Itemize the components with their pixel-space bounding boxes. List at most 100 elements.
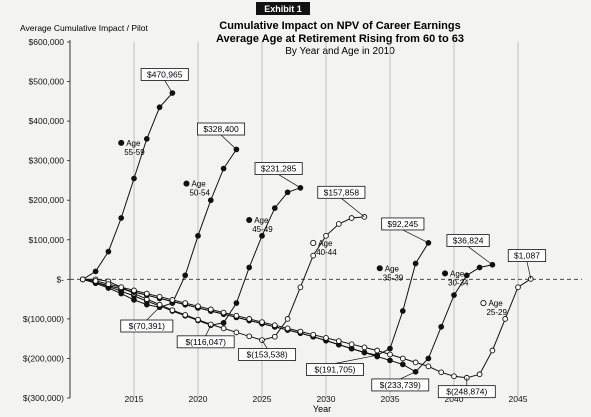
callout-leader: [278, 174, 301, 189]
data-point: [131, 175, 137, 182]
callout-box: [238, 348, 297, 361]
data-point: [143, 290, 150, 297]
y-tick-label: $(200,000): [23, 353, 64, 363]
data-point: [79, 276, 86, 283]
callout-label: $36,824: [453, 236, 484, 246]
data-point: [310, 252, 317, 259]
annotation-label-range: 50-54: [189, 189, 210, 198]
data-point: [220, 319, 227, 326]
chart-title-line2: Average Age at Retirement Rising from 60…: [216, 33, 464, 45]
data-point: [169, 307, 176, 314]
data-point: [271, 322, 278, 329]
data-point: [502, 316, 509, 322]
data-point: [182, 272, 189, 279]
data-point: [335, 221, 342, 227]
callout-label: $(70,391): [129, 321, 166, 331]
data-point: [207, 197, 214, 204]
data-point: [195, 316, 201, 323]
callout-leader: [164, 80, 173, 94]
callout-label: $(116,047): [185, 337, 226, 347]
annotation-marker: [310, 239, 317, 246]
data-point: [92, 278, 99, 284]
callout-label: $(248,874): [446, 387, 487, 397]
series-line-0: [82, 92, 173, 280]
callout-box: [197, 122, 246, 136]
callout-box: [317, 185, 366, 199]
x-tick-label: 2035: [381, 394, 400, 404]
data-point: [105, 248, 112, 255]
data-point: [361, 344, 368, 351]
x-tick-label: 2030: [317, 394, 336, 404]
callout-leader: [526, 261, 532, 279]
data-point: [387, 345, 393, 352]
data-point: [118, 284, 125, 291]
y-tick-label: $600,000: [29, 37, 65, 47]
series-layer: [79, 90, 534, 381]
data-point: [156, 301, 163, 308]
callout-leader: [205, 325, 212, 336]
data-point: [515, 284, 521, 291]
data-point: [412, 260, 419, 267]
callout-leader: [220, 134, 237, 150]
chart-title: Cumulative Impact on NPV of Career Earni…: [219, 20, 460, 32]
data-point: [92, 268, 99, 275]
callout-box: [371, 378, 430, 392]
data-point: [246, 316, 253, 322]
x-tick-label: 2025: [253, 394, 272, 404]
y-tick-label: $200,000: [29, 195, 65, 205]
annotation-marker: [480, 300, 487, 307]
data-point: [233, 312, 240, 319]
callout-leader: [400, 371, 416, 380]
annotation-marker: [441, 270, 449, 277]
data-point: [182, 312, 189, 318]
data-point: [220, 309, 227, 316]
data-point: [425, 355, 432, 362]
callout-leader: [334, 354, 378, 364]
exhibit-badge: [256, 2, 310, 15]
data-point: [259, 232, 265, 239]
callout-box: [381, 217, 425, 231]
data-point: [156, 104, 163, 111]
callout-box: [306, 363, 364, 376]
data-point: [374, 353, 381, 360]
data-point: [207, 306, 214, 313]
data-point: [399, 361, 406, 368]
chart-subtitle: By Year and Age in 2010: [285, 46, 395, 57]
data-point: [284, 189, 291, 196]
annotation-label: Age: [126, 139, 141, 148]
callout-box: [437, 385, 496, 399]
data-point: [387, 357, 393, 364]
annotation-marker: [246, 216, 253, 224]
data-point: [323, 335, 329, 341]
grid: [70, 42, 582, 398]
callout-leader: [261, 339, 268, 349]
x-tick-label: 2045: [509, 394, 528, 404]
callout-leader: [402, 229, 429, 244]
data-point: [476, 264, 483, 271]
x-tick-label: 2040: [445, 394, 464, 404]
data-point: [438, 369, 445, 376]
y-tick-label: $300,000: [29, 156, 65, 166]
callout-box: [120, 319, 174, 333]
data-point: [233, 329, 240, 336]
data-point: [271, 333, 278, 340]
callout-label: $(153,538): [247, 349, 288, 359]
annotation-marker: [376, 265, 383, 272]
data-point: [182, 300, 189, 306]
y-tick-label: $-: [56, 274, 64, 284]
data-point: [220, 325, 227, 332]
callout-box: [140, 68, 189, 81]
data-point: [310, 331, 317, 338]
y-tick-label: $100,000: [29, 235, 65, 245]
annotation-label-range: 40-44: [316, 248, 337, 257]
annotation-layer: Age55-59Age50-54Age45-49Age40-44Age35-39…: [118, 139, 507, 317]
callout-box: [507, 249, 547, 263]
annotation-label-range: 30-34: [448, 278, 469, 287]
data-point: [207, 321, 214, 328]
data-point: [246, 333, 253, 340]
data-point: [425, 363, 432, 370]
data-point: [438, 323, 445, 330]
data-point: [476, 371, 483, 378]
y-tick-label: $400,000: [29, 116, 65, 126]
data-point: [246, 264, 253, 271]
